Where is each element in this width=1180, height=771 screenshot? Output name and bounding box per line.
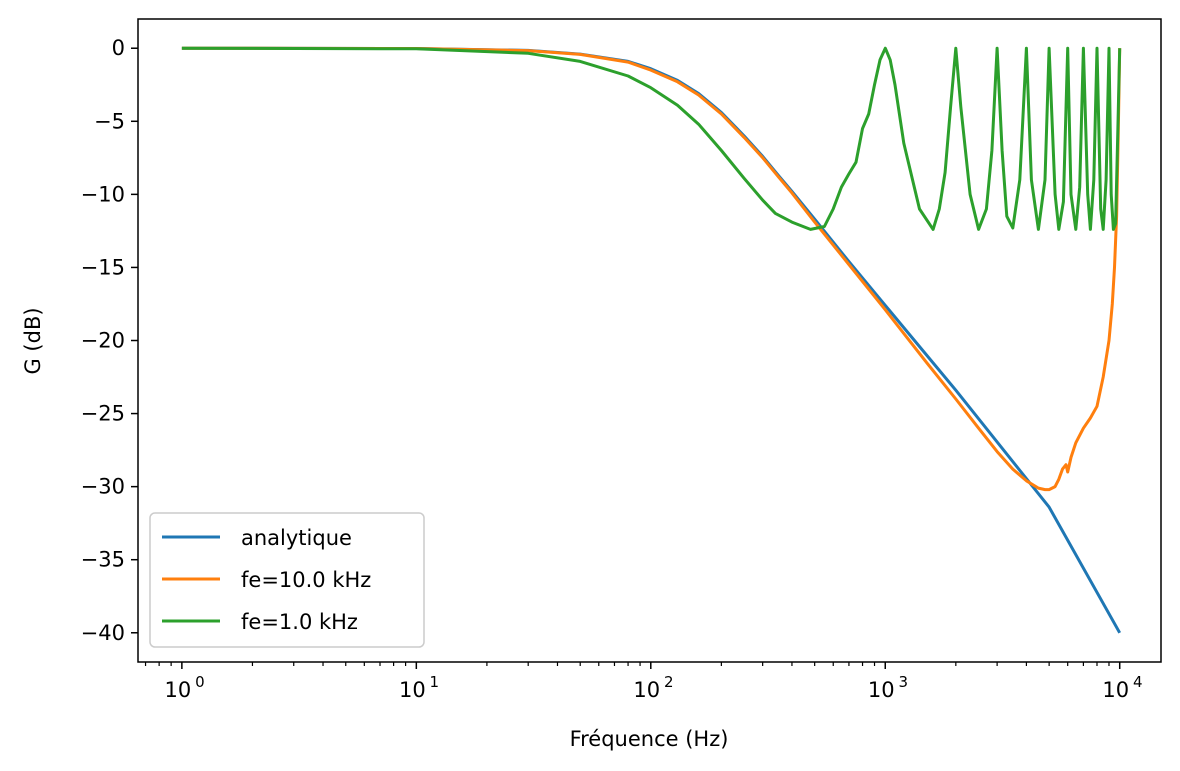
legend: analytique fe=10.0 kHz fe=1.0 kHz <box>149 512 425 648</box>
y-tick-label-4: −20 <box>81 329 125 353</box>
y-tick-label-5: −25 <box>81 402 125 426</box>
y-tick-label-7: −35 <box>81 548 125 572</box>
y-tick-label-1: −5 <box>94 109 125 133</box>
series-line-2 <box>181 46 1122 231</box>
y-axis-title: G (dB) <box>21 307 45 374</box>
x-tick-exponent-1: 1 <box>430 673 440 691</box>
legend-label-fe-1khz: fe=1.0 kHz <box>241 610 358 634</box>
x-tick-exponent-3: 3 <box>898 673 908 691</box>
x-tick-exponent-2: 2 <box>664 673 674 691</box>
legend-box <box>149 512 425 648</box>
legend-label-analytique: analytique <box>241 526 352 550</box>
x-tick-exponent-4: 4 <box>1133 673 1143 691</box>
legend-label-fe-10khz: fe=10.0 kHz <box>241 568 371 592</box>
y-tick-label-2: −10 <box>81 182 125 206</box>
series-layer <box>181 46 1122 634</box>
y-tick-label-0: 0 <box>112 36 125 60</box>
x-axis-title: Fréquence (Hz) <box>570 727 729 751</box>
series-line-1 <box>181 46 1122 492</box>
y-axis: 0 −5 −10 −15 −20 −25 −30 −35 −40 <box>81 36 138 645</box>
y-tick-label-3: −15 <box>81 255 125 279</box>
y-tick-label-8: −40 <box>81 621 125 645</box>
y-tick-label-6: −30 <box>81 475 125 499</box>
x-tick-exponent-0: 0 <box>195 673 205 691</box>
